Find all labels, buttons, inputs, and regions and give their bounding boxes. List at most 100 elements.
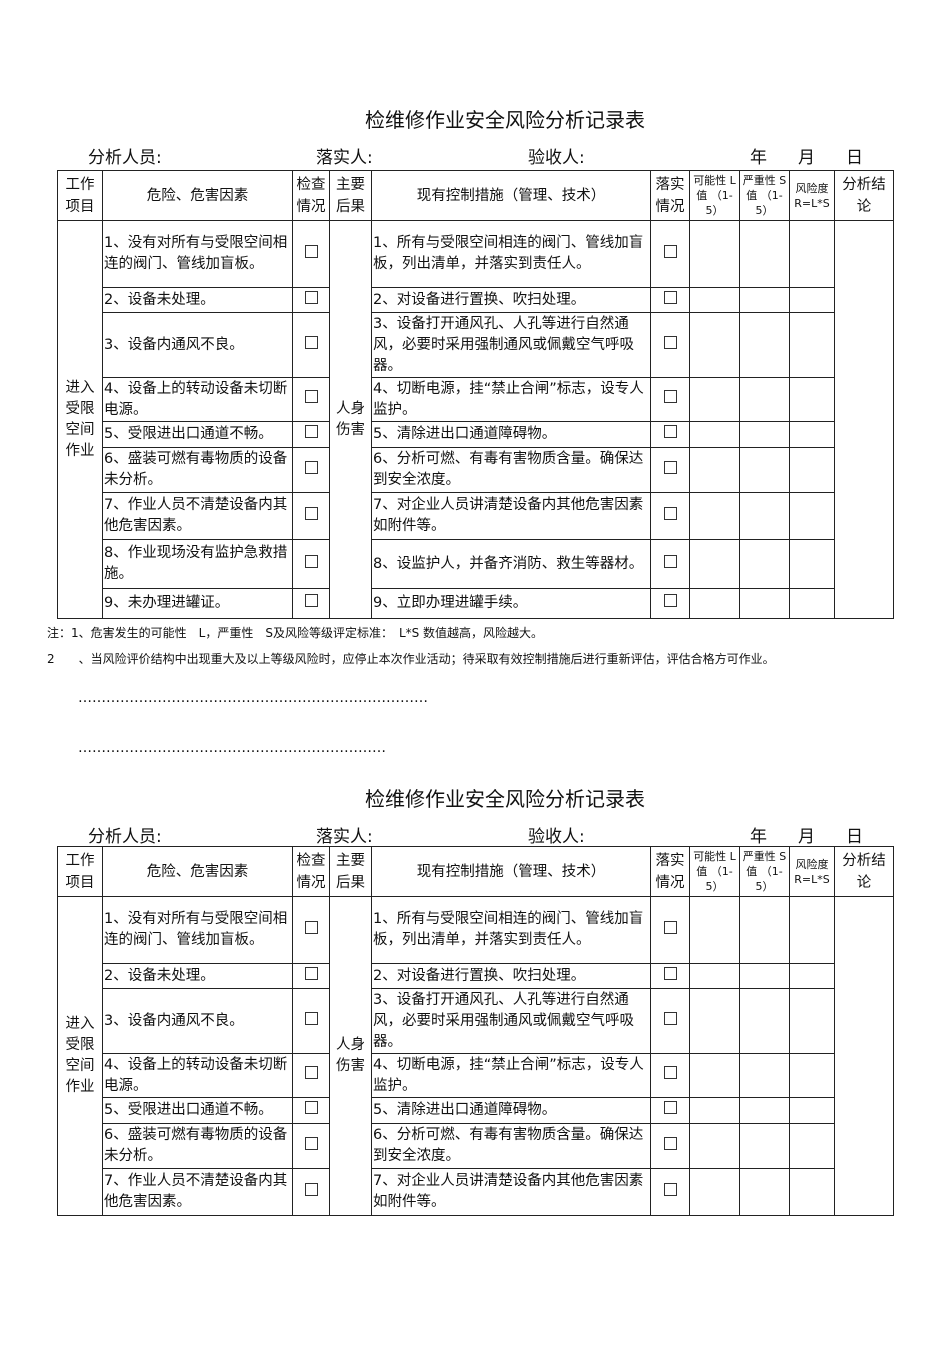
risk-degree-cell[interactable] (789, 539, 835, 589)
checkbox[interactable] (304, 335, 318, 349)
likelihood-cell[interactable] (689, 588, 740, 619)
checkbox[interactable] (663, 1101, 677, 1114)
likelihood-cell[interactable] (689, 1053, 740, 1098)
conclusion-cell[interactable] (834, 220, 894, 619)
risk-degree-cell[interactable] (789, 588, 835, 619)
risk-degree-cell[interactable] (789, 492, 835, 540)
checkbox[interactable] (304, 1066, 318, 1079)
checkbox[interactable] (663, 506, 677, 520)
check-status-cell[interactable] (292, 312, 330, 378)
implementation-cell[interactable] (650, 963, 690, 989)
implementation-cell[interactable] (650, 1097, 690, 1124)
severity-cell[interactable] (739, 220, 790, 288)
severity-cell[interactable] (739, 1053, 790, 1098)
likelihood-cell[interactable] (689, 220, 740, 288)
implementation-cell[interactable] (650, 287, 690, 313)
check-status-cell[interactable] (292, 447, 330, 493)
checkbox[interactable] (304, 594, 318, 607)
check-status-cell[interactable] (292, 492, 330, 540)
risk-degree-cell[interactable] (789, 421, 835, 448)
likelihood-cell[interactable] (689, 539, 740, 589)
likelihood-cell[interactable] (689, 1097, 740, 1124)
checkbox[interactable] (663, 425, 677, 438)
check-status-cell[interactable] (292, 896, 330, 964)
severity-cell[interactable] (739, 1123, 790, 1169)
check-status-cell[interactable] (292, 539, 330, 589)
likelihood-cell[interactable] (689, 287, 740, 313)
risk-degree-cell[interactable] (789, 1123, 835, 1169)
implementation-cell[interactable] (650, 1053, 690, 1098)
risk-degree-cell[interactable] (789, 447, 835, 493)
risk-degree-cell[interactable] (789, 377, 835, 422)
severity-cell[interactable] (739, 421, 790, 448)
check-status-cell[interactable] (292, 1097, 330, 1124)
severity-cell[interactable] (739, 896, 790, 964)
severity-cell[interactable] (739, 312, 790, 378)
likelihood-cell[interactable] (689, 312, 740, 378)
likelihood-cell[interactable] (689, 377, 740, 422)
likelihood-cell[interactable] (689, 988, 740, 1054)
implementation-cell[interactable] (650, 447, 690, 493)
risk-degree-cell[interactable] (789, 1053, 835, 1098)
risk-degree-cell[interactable] (789, 1097, 835, 1124)
check-status-cell[interactable] (292, 588, 330, 619)
likelihood-cell[interactable] (689, 421, 740, 448)
checkbox[interactable] (663, 244, 677, 258)
checkbox[interactable] (663, 1182, 677, 1196)
checkbox[interactable] (663, 290, 677, 304)
checkbox[interactable] (304, 920, 318, 934)
implementation-cell[interactable] (650, 588, 690, 619)
checkbox[interactable] (304, 460, 318, 474)
implementation-cell[interactable] (650, 896, 690, 964)
checkbox[interactable] (304, 244, 318, 258)
check-status-cell[interactable] (292, 1123, 330, 1169)
checkbox[interactable] (304, 1101, 318, 1114)
check-status-cell[interactable] (292, 1168, 330, 1216)
check-status-cell[interactable] (292, 963, 330, 989)
check-status-cell[interactable] (292, 988, 330, 1054)
checkbox[interactable] (663, 1066, 677, 1079)
likelihood-cell[interactable] (689, 963, 740, 989)
checkbox[interactable] (663, 335, 677, 349)
checkbox[interactable] (663, 460, 677, 474)
check-status-cell[interactable] (292, 421, 330, 448)
implementation-cell[interactable] (650, 421, 690, 448)
check-status-cell[interactable] (292, 1053, 330, 1098)
implementation-cell[interactable] (650, 988, 690, 1054)
checkbox[interactable] (663, 966, 677, 980)
checkbox[interactable] (663, 920, 677, 934)
severity-cell[interactable] (739, 588, 790, 619)
risk-degree-cell[interactable] (789, 963, 835, 989)
checkbox[interactable] (304, 966, 318, 980)
severity-cell[interactable] (739, 287, 790, 313)
checkbox[interactable] (304, 1182, 318, 1196)
checkbox[interactable] (304, 290, 318, 304)
severity-cell[interactable] (739, 988, 790, 1054)
implementation-cell[interactable] (650, 1123, 690, 1169)
checkbox[interactable] (663, 1136, 677, 1150)
likelihood-cell[interactable] (689, 1168, 740, 1216)
checkbox[interactable] (663, 390, 677, 403)
severity-cell[interactable] (739, 1097, 790, 1124)
checkbox[interactable] (663, 1011, 677, 1025)
risk-degree-cell[interactable] (789, 1168, 835, 1216)
checkbox[interactable] (304, 425, 318, 438)
likelihood-cell[interactable] (689, 896, 740, 964)
checkbox[interactable] (304, 390, 318, 403)
checkbox[interactable] (304, 506, 318, 520)
risk-degree-cell[interactable] (789, 896, 835, 964)
checkbox[interactable] (304, 554, 318, 568)
risk-degree-cell[interactable] (789, 988, 835, 1054)
implementation-cell[interactable] (650, 492, 690, 540)
check-status-cell[interactable] (292, 220, 330, 288)
severity-cell[interactable] (739, 539, 790, 589)
checkbox[interactable] (304, 1011, 318, 1025)
implementation-cell[interactable] (650, 1168, 690, 1216)
severity-cell[interactable] (739, 447, 790, 493)
conclusion-cell[interactable] (834, 896, 894, 1216)
checkbox[interactable] (663, 594, 677, 607)
risk-degree-cell[interactable] (789, 287, 835, 313)
severity-cell[interactable] (739, 963, 790, 989)
severity-cell[interactable] (739, 492, 790, 540)
severity-cell[interactable] (739, 377, 790, 422)
